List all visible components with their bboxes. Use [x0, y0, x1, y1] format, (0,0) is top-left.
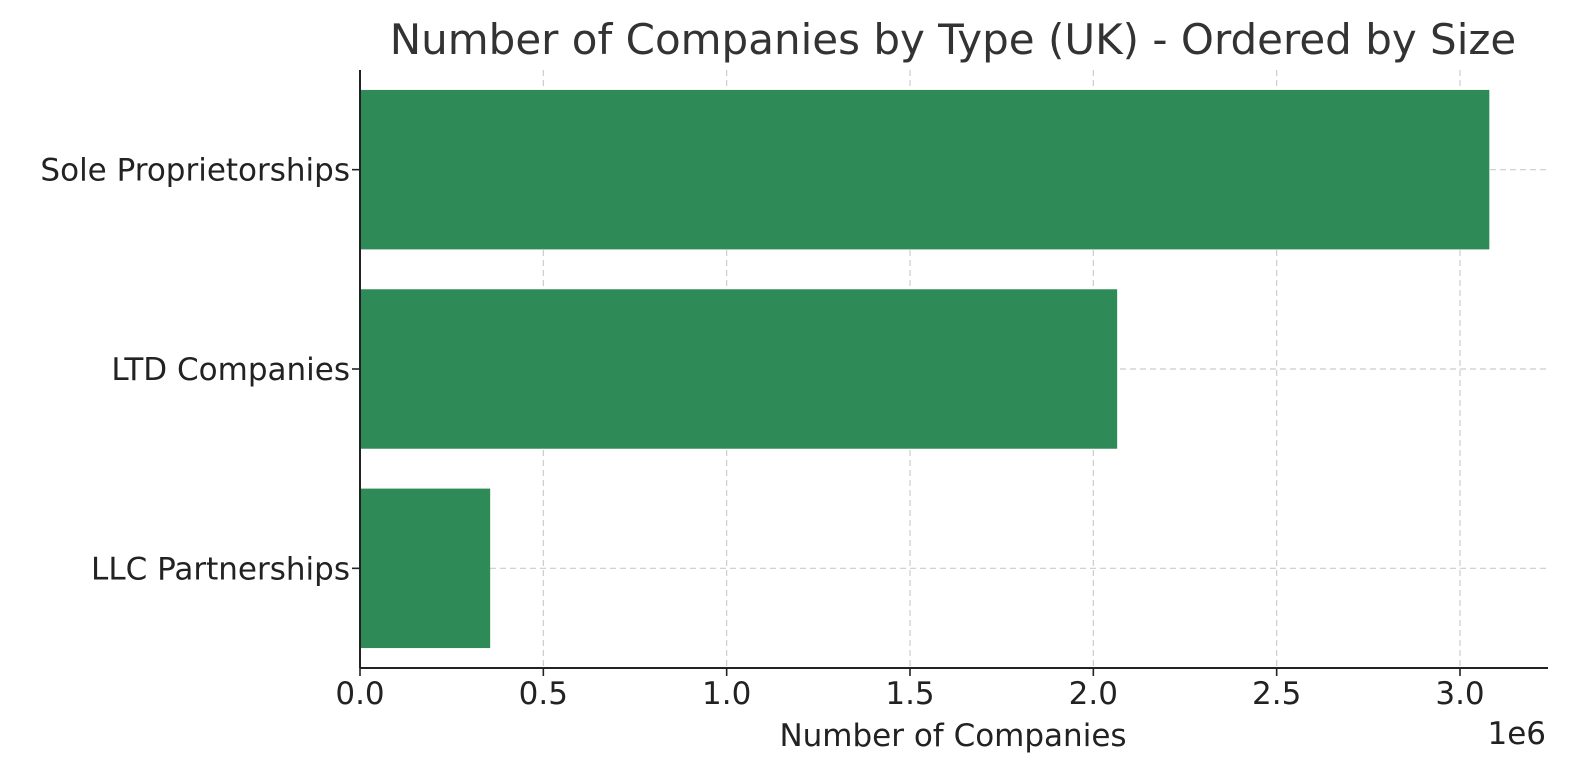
- x-tick-label: 3.0: [1435, 676, 1484, 712]
- x-tick-label: 1.0: [702, 676, 751, 712]
- x-axis-label: Number of Companies: [779, 718, 1126, 754]
- x-tick-label: 0.5: [519, 676, 568, 712]
- bar: [360, 89, 1490, 250]
- x-tick-label: 0.0: [335, 676, 384, 712]
- chart-title: Number of Companies by Type (UK) - Order…: [390, 15, 1517, 64]
- bars: [360, 89, 1490, 649]
- x-tick-label: 1.5: [885, 676, 934, 712]
- bar: [360, 488, 491, 649]
- x-tick-label: 2.0: [1069, 676, 1118, 712]
- bar: [360, 289, 1118, 449]
- y-tick-label: Sole Proprietorships: [40, 153, 350, 189]
- x-axis-scale-factor: 1e6: [1487, 716, 1546, 752]
- y-tick-label: LLC Partnerships: [91, 551, 350, 587]
- y-tick-label: LTD Companies: [111, 352, 350, 388]
- axes: [352, 70, 1548, 676]
- x-tick-label: 2.5: [1252, 676, 1301, 712]
- tick-labels: 0.0 0.5 1.0 1.5 2.0 2.5 3.0 Sole Proprietorship…: [40, 153, 1484, 712]
